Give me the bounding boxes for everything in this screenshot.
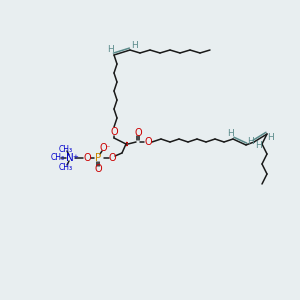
Text: H: H xyxy=(226,130,233,139)
Text: H: H xyxy=(268,133,274,142)
Text: N: N xyxy=(66,153,74,163)
Text: O: O xyxy=(134,128,142,138)
Text: O: O xyxy=(83,153,91,163)
Text: H: H xyxy=(247,136,254,146)
Text: ⁻: ⁻ xyxy=(106,143,110,152)
Text: O: O xyxy=(108,153,116,163)
Text: +: + xyxy=(72,154,78,160)
Text: CH₃: CH₃ xyxy=(59,145,73,154)
Text: P: P xyxy=(95,153,101,163)
Text: O: O xyxy=(110,127,118,137)
Text: H: H xyxy=(130,40,137,50)
Text: H: H xyxy=(106,46,113,55)
Text: H: H xyxy=(255,142,261,151)
Text: O: O xyxy=(144,137,152,147)
Text: CH₃: CH₃ xyxy=(51,154,65,163)
Text: CH₃: CH₃ xyxy=(59,163,73,172)
Text: O: O xyxy=(99,143,107,153)
Polygon shape xyxy=(126,142,127,146)
Text: O: O xyxy=(94,164,102,174)
